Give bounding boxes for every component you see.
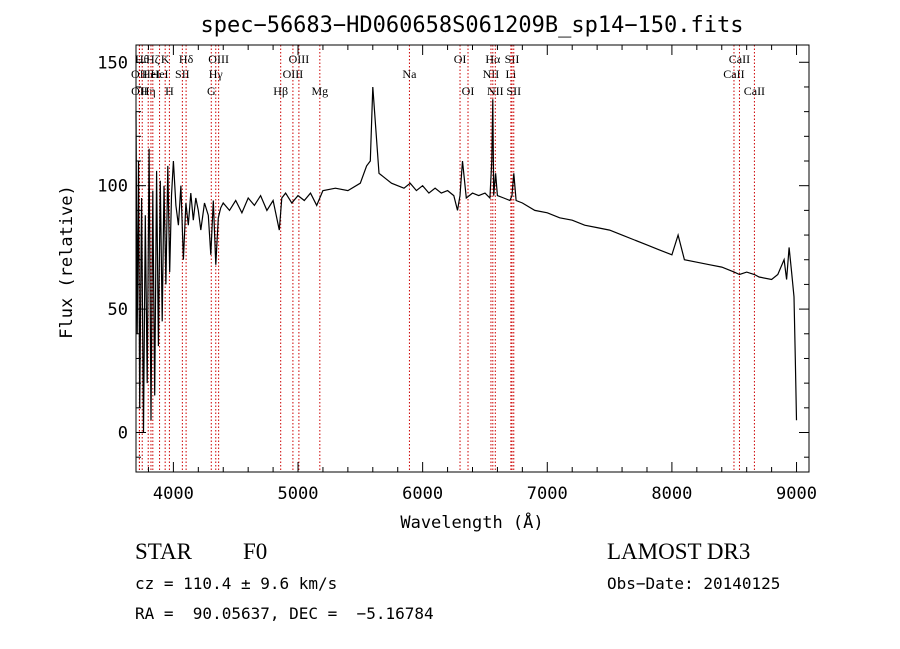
line-marker-label: SII bbox=[505, 52, 520, 66]
observation-date: Obs−Date: 20140125 bbox=[607, 574, 781, 593]
line-marker-label: OIII bbox=[283, 67, 304, 81]
y-tick-label: 0 bbox=[118, 424, 128, 444]
line-marker-label: NII bbox=[483, 67, 500, 81]
line-marker-label: Li bbox=[506, 67, 517, 81]
line-marker-label: Hβ bbox=[273, 84, 288, 98]
line-marker-label: OI bbox=[454, 52, 467, 66]
line-marker-label: H bbox=[165, 84, 174, 98]
line-marker-label: HeI bbox=[151, 67, 169, 81]
line-marker-label: Hγ bbox=[209, 67, 224, 81]
y-tick-label: 150 bbox=[97, 53, 128, 73]
line-marker-label: CaII bbox=[723, 67, 744, 81]
y-tick-label: 100 bbox=[97, 177, 128, 197]
line-marker-label: HeI bbox=[142, 67, 160, 81]
line-marker-label: Mg bbox=[311, 84, 328, 98]
plot-frame bbox=[135, 44, 810, 473]
plot-area: OIIOIIHθHηHeIHζHeIKHSIIHδGHγOIIIHβOIIIOI… bbox=[97, 44, 817, 504]
line-marker-label: K bbox=[161, 52, 170, 66]
x-tick-label: 8000 bbox=[651, 484, 692, 504]
object-class: STAR bbox=[135, 539, 192, 564]
line-marker-label: OIII bbox=[289, 52, 310, 66]
line-marker-label: OI bbox=[462, 84, 475, 98]
line-marker-label: Hζ bbox=[146, 52, 160, 66]
line-marker-label: Hδ bbox=[179, 52, 194, 66]
redshift-cz: cz = 110.4 ± 9.6 km/s bbox=[135, 574, 338, 593]
spectrum-line bbox=[135, 86, 798, 433]
y-axis-label: Flux (relative) bbox=[57, 185, 77, 339]
coordinates: RA = 90.05637, DEC = −5.16784 bbox=[135, 604, 434, 623]
line-marker-label: OII bbox=[131, 84, 148, 98]
x-tick-label: 6000 bbox=[402, 484, 443, 504]
line-marker-label: Hα bbox=[485, 52, 501, 66]
x-tick-label: 4000 bbox=[153, 484, 194, 504]
line-marker-label: OIII bbox=[208, 52, 229, 66]
survey-name: LAMOST DR3 bbox=[607, 539, 751, 564]
line-marker-label: SII bbox=[506, 84, 521, 98]
line-marker-label: Na bbox=[402, 67, 417, 81]
x-tick-label: 5000 bbox=[278, 484, 319, 504]
x-tick-label: 9000 bbox=[776, 484, 817, 504]
line-marker-label: G bbox=[207, 84, 216, 98]
line-marker-label: CaII bbox=[729, 52, 750, 66]
line-marker-label: SII bbox=[175, 67, 190, 81]
line-marker-label: NII bbox=[487, 84, 504, 98]
spectral-subclass: F0 bbox=[243, 539, 268, 564]
chart-title: spec−56683−HD060658S061209B_sp14−150.fit… bbox=[200, 13, 743, 38]
line-marker-label: Hη bbox=[141, 84, 156, 98]
x-axis-label: Wavelength (Å) bbox=[400, 511, 543, 533]
y-tick-label: 50 bbox=[108, 300, 128, 320]
line-marker-label: CaII bbox=[744, 84, 765, 98]
x-tick-label: 7000 bbox=[527, 484, 568, 504]
